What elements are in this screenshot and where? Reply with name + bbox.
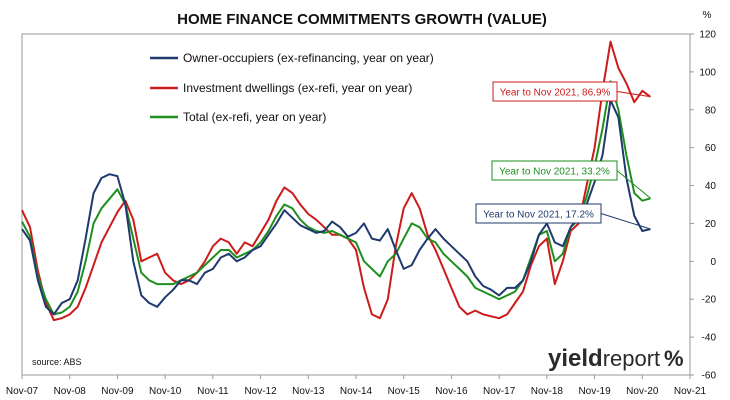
callout-leader	[616, 170, 652, 199]
yieldreport-logo: yieldreport %	[548, 345, 684, 372]
legend: Owner-occupiers (ex-refinancing, year on…	[150, 51, 434, 124]
logo-text: yieldreport	[548, 345, 660, 372]
y-tick-label: 20	[705, 219, 717, 230]
y-tick-label: 100	[699, 67, 716, 78]
callouts: Year to Nov 2021, 86.9% Year to Nov 2021,…	[475, 81, 652, 230]
callout-box	[475, 203, 602, 224]
y-axis: % 120 100 80 60 40 20 0 -20 -40 -60	[690, 10, 716, 382]
x-tick-label: Nov-08	[54, 386, 87, 397]
y-tick-label: 0	[710, 257, 716, 268]
x-tick-label: Nov-10	[149, 386, 182, 397]
x-tick-label: Nov-16	[435, 386, 468, 397]
chart-title: HOME FINANCE COMMITMENTS GROWTH (VALUE)	[177, 11, 547, 28]
series-line-owner-occupiers	[21, 99, 651, 316]
legend-label-total: Total (ex-refi, year on year)	[183, 110, 326, 124]
y-tick-label: 120	[699, 30, 716, 41]
logo-percent-icon: %	[664, 346, 684, 371]
x-tick-label: Nov-20	[626, 386, 659, 397]
x-tick-label: Nov-11	[197, 386, 229, 397]
series-line-investment-dwellings	[21, 40, 651, 322]
x-tick-label: Nov-21	[674, 386, 707, 397]
callout-label: Year to Nov 2021, 17.2%	[483, 210, 594, 221]
callout-leader	[616, 91, 651, 98]
x-axis: Nov-07 Nov-08 Nov-09 Nov-10 Nov-11 Nov-12 Nov-…	[6, 375, 707, 397]
y-tick-label: -40	[702, 333, 717, 344]
y-tick-label: -20	[702, 295, 717, 306]
callout-label: Year to Nov 2021, 86.9%	[500, 88, 611, 99]
callout-label: Year to Nov 2021, 33.2%	[499, 167, 610, 178]
y-tick-label: 80	[705, 105, 717, 116]
y-tick-label: -60	[702, 371, 717, 382]
x-tick-label: Nov-12	[244, 386, 277, 397]
x-tick-label: Nov-13	[292, 386, 325, 397]
x-tick-label: Nov-09	[101, 386, 134, 397]
callout-box	[491, 160, 618, 181]
source-note: source: ABS	[32, 357, 82, 367]
y-tick-label: 40	[705, 181, 717, 192]
legend-label-owner-occupiers: Owner-occupiers (ex-refinancing, year on…	[183, 51, 434, 65]
callout-leader	[600, 213, 651, 230]
x-tick-label: Nov-19	[578, 386, 611, 397]
y-tick-label: 60	[705, 143, 717, 154]
x-tick-label: Nov-14	[340, 386, 373, 397]
x-tick-label: Nov-07	[6, 386, 39, 397]
y-unit-label: %	[703, 10, 712, 21]
series-lines	[21, 40, 651, 322]
legend-label-investment-dwellings: Investment dwellings (ex-refi, year on y…	[183, 81, 412, 95]
x-tick-label: Nov-15	[388, 386, 421, 397]
x-tick-label: Nov-17	[483, 386, 516, 397]
callout-box	[492, 81, 618, 102]
x-tick-label: Nov-18	[531, 386, 564, 397]
